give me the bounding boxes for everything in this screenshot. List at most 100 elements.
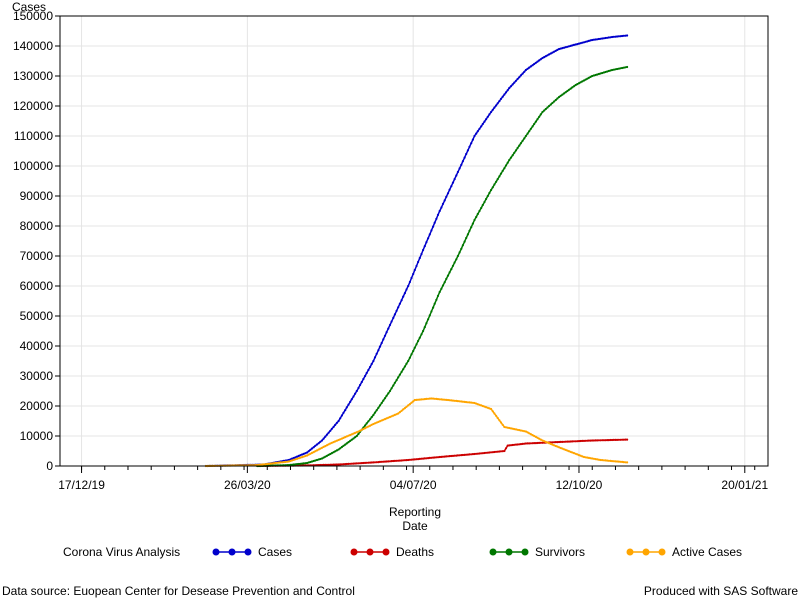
data-point [544,55,547,58]
data-point [372,461,375,464]
data-point [355,462,358,465]
data-point [261,463,264,466]
data-point [347,441,350,444]
data-point [430,310,433,313]
data-point [564,91,567,94]
data-point [460,400,463,403]
data-point [572,85,576,88]
data-point [324,463,327,466]
data-point [481,122,484,126]
data-point [400,459,403,462]
data-point [597,37,601,41]
data-point [334,440,337,443]
data-point [345,435,348,438]
data-point [576,43,579,46]
data-point [385,460,388,463]
data-point [592,457,596,460]
data-point [365,371,368,375]
data-point [342,444,345,447]
data-point [602,459,606,462]
data-point [415,458,418,461]
data-point [266,462,269,466]
data-point [551,51,554,54]
data-point [330,463,333,466]
data-point [387,416,390,419]
data-point [463,240,466,243]
data-point [616,438,619,441]
data-point [596,73,599,76]
data-point [349,400,352,403]
data-point [350,433,353,436]
data-point [486,115,489,118]
data-point [342,411,345,414]
data-point [466,233,469,236]
data-point [553,441,556,444]
data-point [592,439,596,442]
data-point [301,462,304,465]
data-point [352,395,355,398]
data-point [345,462,348,466]
data-point [538,59,541,62]
data-point [450,185,453,188]
data-point [342,436,345,439]
data-point [415,343,418,346]
data-point [611,68,614,72]
data-point [335,449,338,452]
data-point [425,457,428,460]
legend-swatch-marker [489,548,497,556]
data-point [365,422,368,425]
data-point [330,441,333,444]
data-point [398,373,401,376]
data-point [601,71,604,75]
data-point [440,287,443,290]
data-point [382,460,385,463]
data-point [508,444,511,447]
data-point [456,454,459,457]
data-point [352,462,355,465]
data-point [296,455,299,458]
data-point [344,409,347,412]
data-point [277,461,280,464]
data-point [563,92,566,95]
data-point [422,398,425,401]
data-point [559,47,562,50]
data-point [481,452,484,455]
data-point [554,441,557,444]
data-point [524,430,528,433]
data-point [571,451,574,454]
data-point [624,66,627,69]
data-point [420,333,423,336]
data-point [430,397,433,400]
data-point [418,336,421,339]
legend-swatch-marker [658,548,666,556]
data-point [602,439,606,442]
data-point [400,299,403,302]
data-point [412,272,415,276]
data-point [526,132,529,135]
series-line-cases [205,34,628,467]
data-point [320,446,324,449]
data-point [327,431,330,434]
data-point [549,103,552,106]
data-point [461,244,464,247]
data-point [417,458,420,461]
data-point [572,452,576,455]
data-point [423,326,426,329]
data-point [456,170,459,174]
data-point [453,261,456,264]
data-point [473,401,476,405]
data-point [614,35,617,38]
data-point [388,323,392,327]
data-point [581,455,584,458]
data-point [438,455,441,459]
data-point [518,443,521,446]
data-point [458,400,461,403]
data-point [412,400,415,403]
data-point [294,463,297,466]
data-point [587,76,591,79]
data-point [455,174,458,177]
data-point [463,156,466,159]
data-point [264,463,267,466]
data-point [259,463,262,466]
data-point [387,460,390,463]
